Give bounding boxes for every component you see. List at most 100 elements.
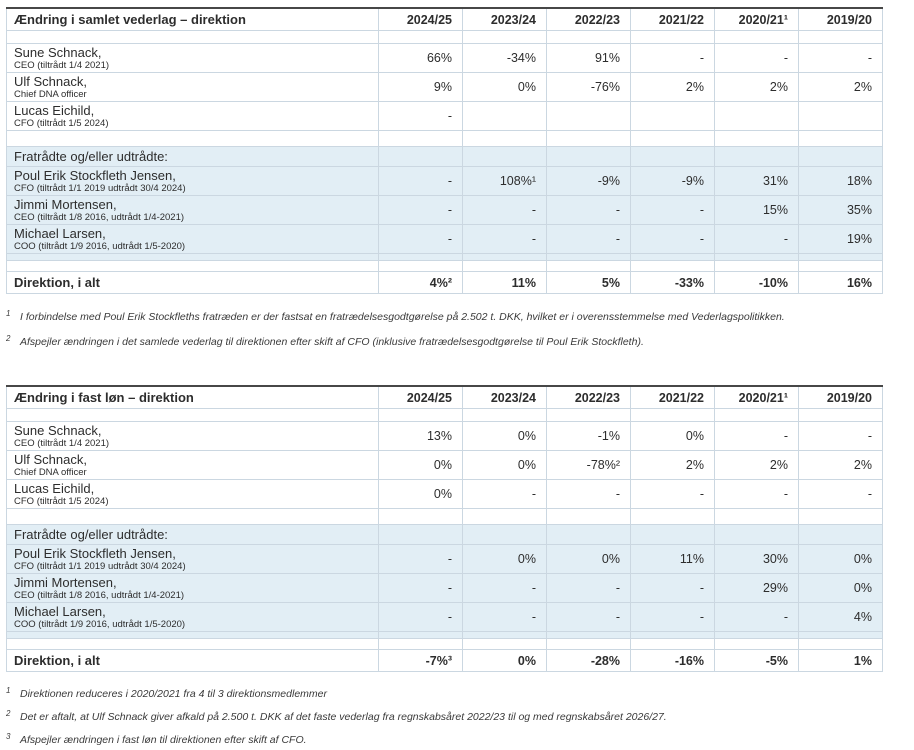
- person-cell: Jimmi Mortensen, CEO (tiltrådt 1/8 2016,…: [6, 195, 379, 225]
- table-title: Ændring i samlet vederlag – direktion: [6, 7, 379, 31]
- value-cell: -: [546, 573, 631, 603]
- fast-lon-table: Ændring i fast løn – direktion 2024/25 2…: [6, 385, 883, 672]
- footnote: 2 Det er aftalt, at Ulf Schnack giver afk…: [6, 704, 914, 727]
- person-cell: Michael Larsen, COO (tiltrådt 1/9 2016, …: [6, 602, 379, 632]
- person-name: Ulf Schnack,: [14, 74, 87, 89]
- table-row: Michael Larsen, COO (tiltrådt 1/9 2016, …: [6, 224, 883, 254]
- table-row: Sune Schnack, CEO (tiltrådt 1/4 2021) 13…: [6, 421, 883, 451]
- value-cell: [714, 101, 799, 131]
- value-cell: -: [378, 573, 463, 603]
- person-role: CEO (tiltrådt 1/4 2021): [14, 60, 110, 71]
- footnote: 1 Direktionen reduceres i 2020/2021 fra 4…: [6, 681, 914, 704]
- value-cell: -: [630, 573, 715, 603]
- person-name: Jimmi Mortensen,: [14, 575, 117, 590]
- value-cell: 0%: [462, 544, 547, 574]
- value-cell: -: [462, 479, 547, 509]
- person-role: CEO (tiltrådt 1/8 2016, udtrådt 1/4-2021…: [14, 212, 185, 223]
- value-cell: 0%: [798, 573, 883, 603]
- value-cell: 66%: [378, 43, 463, 73]
- section-samlet-vederlag: Ændring i samlet vederlag – direktion 20…: [6, 7, 914, 353]
- total-value-cell: 16%: [798, 271, 883, 294]
- value-cell: -: [546, 195, 631, 225]
- person-cell: Michael Larsen, COO (tiltrådt 1/9 2016, …: [6, 224, 379, 254]
- table-row: Ulf Schnack, Chief DNA officer 9% 0% -76…: [6, 72, 883, 102]
- person-name: Lucas Eichild,: [14, 481, 95, 496]
- table-row: Jimmi Mortensen, CEO (tiltrådt 1/8 2016,…: [6, 573, 883, 603]
- year-column-header: 2023/24: [462, 7, 547, 31]
- person-cell: Ulf Schnack, Chief DNA officer: [6, 450, 379, 480]
- value-cell: -: [714, 224, 799, 254]
- person-name: Sune Schnack,: [14, 45, 102, 60]
- value-cell: 2%: [714, 72, 799, 102]
- value-cell: -9%: [546, 166, 631, 196]
- person-name: Michael Larsen,: [14, 604, 106, 619]
- spacer-row: [6, 253, 883, 261]
- value-cell: -: [630, 224, 715, 254]
- value-cell: 0%: [462, 72, 547, 102]
- total-value-cell: -28%: [546, 649, 631, 672]
- table-row: Lucas Eichild, CFO (tiltrådt 1/5 2024) -: [6, 101, 883, 131]
- value-cell: -: [714, 479, 799, 509]
- section-fast-lon: Ændring i fast løn – direktion 2024/25 2…: [6, 385, 914, 750]
- value-cell: -78%²: [546, 450, 631, 480]
- value-cell: [798, 101, 883, 131]
- value-cell: 0%: [378, 479, 463, 509]
- value-cell: 11%: [630, 544, 715, 574]
- value-cell: 4%: [798, 602, 883, 632]
- value-cell: 13%: [378, 421, 463, 451]
- total-value-cell: 5%: [546, 271, 631, 294]
- year-column-header: 2024/25: [378, 7, 463, 31]
- value-cell: 0%: [378, 450, 463, 480]
- person-name: Michael Larsen,: [14, 226, 106, 241]
- spacer-row: [6, 408, 883, 422]
- table-footnotes: 1 I forbindelse med Poul Erik Stockfleths…: [6, 303, 914, 353]
- person-role: CFO (tiltrådt 1/1 2019 udtrådt 30/4 2024…: [14, 183, 186, 194]
- value-cell: -: [378, 544, 463, 574]
- section-header-row: Fratrådte og/eller udtrådte:: [6, 146, 883, 167]
- value-cell: -34%: [462, 43, 547, 73]
- year-column-header: 2020/21¹: [714, 7, 799, 31]
- table-row: Lucas Eichild, CFO (tiltrådt 1/5 2024) 0…: [6, 479, 883, 509]
- person-cell: Sune Schnack, CEO (tiltrådt 1/4 2021): [6, 43, 379, 73]
- person-name: Sune Schnack,: [14, 423, 102, 438]
- value-cell: -: [546, 602, 631, 632]
- value-cell: -: [462, 224, 547, 254]
- value-cell: -: [378, 166, 463, 196]
- value-cell: 0%: [546, 544, 631, 574]
- person-cell: Jimmi Mortensen, CEO (tiltrådt 1/8 2016,…: [6, 573, 379, 603]
- value-cell: -: [714, 602, 799, 632]
- person-role: CFO (tiltrådt 1/1 2019 udtrådt 30/4 2024…: [14, 561, 186, 572]
- section-label: Fratrådte og/eller udtrådte:: [6, 146, 379, 167]
- table-header-row: Ændring i fast løn – direktion 2024/25 2…: [6, 385, 883, 409]
- value-cell: -: [378, 602, 463, 632]
- total-row: Direktion, i alt 4%² 11% 5% -33% -10% 16…: [6, 271, 883, 294]
- value-cell: 30%: [714, 544, 799, 574]
- total-value-cell: -33%: [630, 271, 715, 294]
- value-cell: -76%: [546, 72, 631, 102]
- value-cell: 91%: [546, 43, 631, 73]
- total-value-cell: 11%: [462, 271, 547, 294]
- value-cell: 0%: [462, 421, 547, 451]
- value-cell: 2%: [798, 450, 883, 480]
- value-cell: 29%: [714, 573, 799, 603]
- table-row: Ulf Schnack, Chief DNA officer 0% 0% -78…: [6, 450, 883, 480]
- value-cell: [630, 101, 715, 131]
- person-name: Jimmi Mortensen,: [14, 197, 117, 212]
- section-label: Fratrådte og/eller udtrådte:: [6, 524, 379, 545]
- value-cell: -: [798, 479, 883, 509]
- total-value-cell: -10%: [714, 271, 799, 294]
- person-role: COO (tiltrådt 1/9 2016, udtrådt 1/5-2020…: [14, 241, 186, 252]
- footnote-text: Afspejler ændringen i det samlede vederl…: [20, 336, 644, 348]
- value-cell: -: [714, 421, 799, 451]
- year-column-header: 2020/21¹: [714, 385, 799, 409]
- value-cell: -: [462, 573, 547, 603]
- value-cell: 15%: [714, 195, 799, 225]
- total-label: Direktion, i alt: [6, 271, 379, 294]
- value-cell: 2%: [630, 450, 715, 480]
- value-cell: -: [378, 195, 463, 225]
- total-row: Direktion, i alt -7%³ 0% -28% -16% -5% 1…: [6, 649, 883, 672]
- total-value-cell: -7%³: [378, 649, 463, 672]
- footnote: 1 I forbindelse med Poul Erik Stockfleths…: [6, 303, 914, 328]
- total-value-cell: 4%²: [378, 271, 463, 294]
- value-cell: 108%¹: [462, 166, 547, 196]
